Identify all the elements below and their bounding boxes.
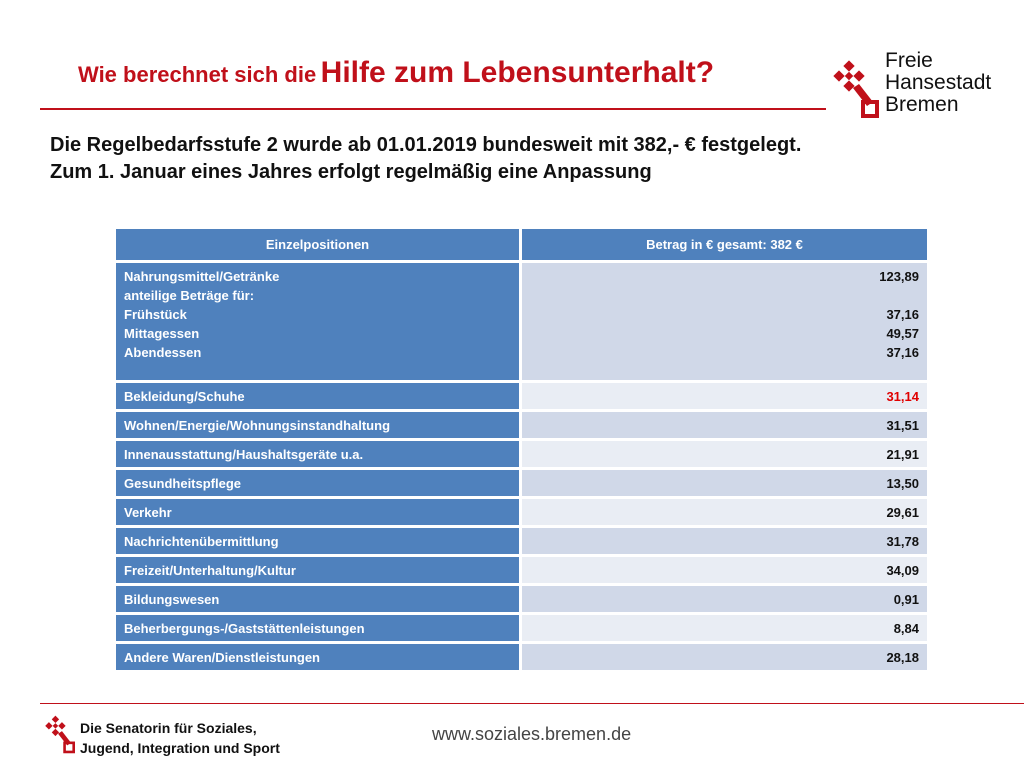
page-title: Wie berechnet sich die Hilfe zum Lebensu…	[78, 58, 714, 88]
page-title-prefix: Wie berechnet sich die	[78, 62, 317, 87]
table-row: Nahrungsmittel/Getränke anteilige Beträg…	[113, 260, 930, 383]
table-row: Gesundheitspflege 13,50	[113, 467, 930, 499]
row-label: Innenausstattung/Haushaltsgeräte u.a.	[113, 438, 522, 470]
breakfast-label: Frühstück	[124, 307, 187, 322]
subtitle-line-2: Zum 1. Januar eines Jahres erfolgt regel…	[50, 161, 652, 183]
bremen-key-icon	[45, 715, 75, 754]
table-row: Innenausstattung/Haushaltsgeräte u.a. 21…	[113, 438, 930, 470]
row-label: Beherbergungs-/Gaststättenleistungen	[113, 612, 522, 644]
row-value: 31,14	[519, 380, 930, 412]
dinner-label: Abendessen	[124, 345, 202, 360]
logo-line-1: Freie	[885, 49, 933, 72]
lunch-value: 49,57	[886, 326, 919, 341]
row-label: Wohnen/Energie/Wohnungsinstandhaltung	[113, 409, 522, 441]
column-header-amount: Betrag in € gesamt: 382 €	[519, 226, 930, 263]
row-label: Verkehr	[113, 496, 522, 528]
budget-table: Einzelpositionen Betrag in € gesamt: 382…	[113, 226, 930, 673]
logo-text: Freie Hansestadt Bremen	[885, 50, 991, 116]
row-value: 123,89 37,16 49,57 37,16	[519, 260, 930, 383]
column-header-positions: Einzelpositionen	[113, 226, 522, 263]
share-label: anteilige Beträge für:	[124, 288, 255, 303]
bremen-logo: Freie Hansestadt Bremen	[833, 50, 1003, 120]
table-row: Andere Waren/Dienstleistungen 28,18	[113, 641, 930, 673]
row-value: 21,91	[519, 438, 930, 470]
subtitle-line-1: Die Regelbedarfsstufe 2 wurde ab 01.01.2…	[50, 134, 802, 156]
row-value: 28,18	[519, 641, 930, 673]
row-value: 29,61	[519, 496, 930, 528]
food-value: 123,89	[879, 269, 919, 284]
table-row: Wohnen/Energie/Wohnungsinstandhaltung 31…	[113, 409, 930, 441]
row-value: 8,84	[519, 612, 930, 644]
lunch-label: Mittagessen	[124, 326, 200, 341]
table-row: Bildungswesen 0,91	[113, 583, 930, 615]
row-value: 13,50	[519, 467, 930, 499]
table-row: Nachrichtenübermittlung 31,78	[113, 525, 930, 557]
row-label: Bildungswesen	[113, 583, 522, 615]
breakfast-value: 37,16	[886, 307, 919, 322]
food-label: Nahrungsmittel/Getränke	[124, 269, 280, 284]
value-spacer	[530, 286, 919, 305]
row-value: 31,51	[519, 409, 930, 441]
row-value: 34,09	[519, 554, 930, 586]
footer-website-link[interactable]: www.soziales.bremen.de	[432, 724, 632, 744]
table-row: Freizeit/Unterhaltung/Kultur 34,09	[113, 554, 930, 586]
logo-line-3: Bremen	[885, 93, 959, 116]
title-divider	[40, 108, 826, 110]
logo-line-2: Hansestadt	[885, 71, 992, 94]
table-row: Bekleidung/Schuhe 31,14	[113, 380, 930, 412]
row-label: Gesundheitspflege	[113, 467, 522, 499]
footer-line-2: Jugend, Integration und Sport	[80, 740, 280, 756]
bremen-key-icon	[833, 60, 879, 118]
row-value: 31,78	[519, 525, 930, 557]
row-label: Freizeit/Unterhaltung/Kultur	[113, 554, 522, 586]
footer-department: Die Senatorin für Soziales, Jugend, Inte…	[80, 718, 280, 758]
table-header-row: Einzelpositionen Betrag in € gesamt: 382…	[113, 226, 930, 263]
row-label: Nachrichtenübermittlung	[113, 525, 522, 557]
row-label: Nahrungsmittel/Getränke anteilige Beträg…	[113, 260, 522, 383]
dinner-value: 37,16	[886, 345, 919, 360]
table-row: Verkehr 29,61	[113, 496, 930, 528]
footer-divider	[40, 703, 1024, 704]
row-label: Bekleidung/Schuhe	[113, 380, 522, 412]
page-title-main: Hilfe zum Lebensunterhalt?	[320, 56, 715, 89]
footer-line-1: Die Senatorin für Soziales,	[80, 720, 257, 736]
row-value: 0,91	[519, 583, 930, 615]
subtitle: Die Regelbedarfsstufe 2 wurde ab 01.01.2…	[50, 132, 801, 186]
row-label: Andere Waren/Dienstleistungen	[113, 641, 522, 673]
table-row: Beherbergungs-/Gaststättenleistungen 8,8…	[113, 612, 930, 644]
